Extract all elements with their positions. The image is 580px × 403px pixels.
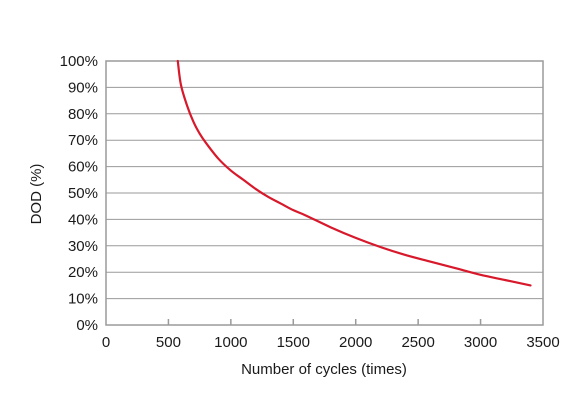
x-tick-label: 0 bbox=[102, 334, 110, 351]
plot-frame bbox=[105, 60, 544, 326]
y-tick-label: 30% bbox=[68, 238, 98, 255]
y-tick-label: 20% bbox=[68, 264, 98, 281]
y-tick-label: 40% bbox=[68, 211, 98, 228]
x-tick-label: 1000 bbox=[214, 334, 247, 351]
y-tick-label: 100% bbox=[60, 53, 98, 70]
gridlines bbox=[106, 86, 543, 300]
y-tick-label: 10% bbox=[68, 291, 98, 308]
x-tick-labels: 0 500 1000 1500 2000 2500 3000 3500 bbox=[102, 334, 560, 351]
x-tick-label: 500 bbox=[156, 334, 181, 351]
x-tick-label: 2500 bbox=[401, 334, 434, 351]
axes bbox=[105, 60, 544, 326]
y-tick-label: 80% bbox=[68, 106, 98, 123]
x-tick-label: 3500 bbox=[526, 334, 559, 351]
x-tick-label: 2000 bbox=[339, 334, 372, 351]
y-tick-label: 0% bbox=[76, 317, 98, 334]
series-layer bbox=[176, 59, 532, 287]
y-tick-label: 90% bbox=[68, 79, 98, 96]
x-tick-label: 3000 bbox=[464, 334, 497, 351]
y-tick-labels: 0% 10% 20% 30% 40% 50% 60% 70% 80% 90% 100% bbox=[60, 53, 98, 334]
y-tick-label: 70% bbox=[68, 132, 98, 149]
series-line-0 bbox=[176, 59, 532, 287]
y-axis-label: DOD (%) bbox=[28, 164, 45, 225]
y-tick-label: 60% bbox=[68, 159, 98, 176]
x-axis-label: Number of cycles (times) bbox=[241, 361, 407, 378]
y-tick-label: 50% bbox=[68, 185, 98, 202]
x-tick-label: 1500 bbox=[277, 334, 310, 351]
